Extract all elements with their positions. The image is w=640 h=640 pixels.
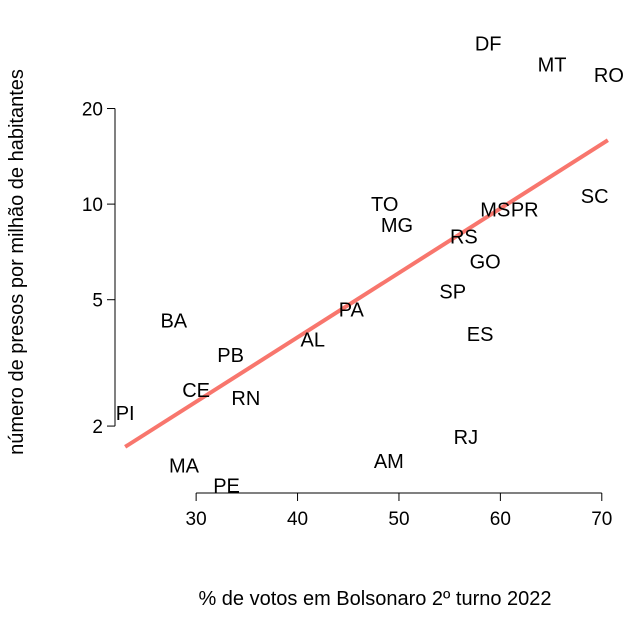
trend-line xyxy=(124,138,609,449)
x-tick-label: 40 xyxy=(287,509,308,530)
point-label-ma: MA xyxy=(169,456,200,478)
point-label-rj: RJ xyxy=(454,427,478,449)
x-tick-label: 70 xyxy=(591,509,612,530)
point-label-ba: BA xyxy=(160,311,187,333)
point-label-ro: RO xyxy=(594,65,624,87)
point-label-to: TO xyxy=(371,194,398,216)
y-tick-label: 20 xyxy=(82,100,103,121)
point-label-df: DF xyxy=(475,34,502,56)
x-tick-label: 50 xyxy=(388,509,409,530)
y-tick-label: 10 xyxy=(82,195,103,216)
point-label-pr: PR xyxy=(511,200,539,222)
x-axis-title: % de votos em Bolsonaro 2º turno 2022 xyxy=(198,588,551,610)
point-label-es: ES xyxy=(467,324,494,346)
point-label-rn: RN xyxy=(231,388,260,410)
point-label-pb: PB xyxy=(217,345,244,367)
point-label-pe: PE xyxy=(213,475,240,497)
trend-line-group xyxy=(124,138,609,449)
y-axis-title: número de presos por milhão de habitante… xyxy=(6,69,28,455)
x-tick-label: 30 xyxy=(186,509,207,530)
y-tick-label: 5 xyxy=(92,291,103,312)
point-label-al: AL xyxy=(301,329,325,351)
x-tick-label: 60 xyxy=(490,509,511,530)
point-label-go: GO xyxy=(470,251,501,273)
point-label-mt: MT xyxy=(538,55,567,77)
axes: 2 5 10 20 30 40 50 60 70 xyxy=(82,100,612,530)
point-label-pi: PI xyxy=(116,403,135,425)
point-label-am: AM xyxy=(374,451,404,473)
point-label-ms: MS xyxy=(480,200,510,222)
point-label-sc: SC xyxy=(581,186,609,208)
point-label-sp: SP xyxy=(439,282,466,304)
point-label-pa: PA xyxy=(339,300,365,322)
point-label-mg: MG xyxy=(381,215,413,237)
point-label-rs: RS xyxy=(450,227,478,249)
y-tick-label: 2 xyxy=(92,417,103,438)
point-label-ce: CE xyxy=(182,380,210,402)
